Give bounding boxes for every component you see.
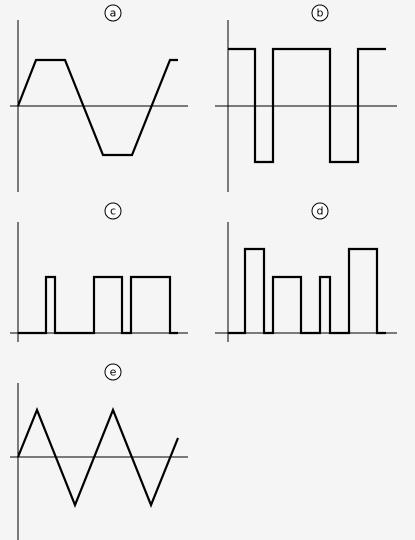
waveform	[228, 247, 386, 335]
label-circle	[104, 202, 122, 220]
panel-b: b	[215, 4, 397, 192]
label-circle	[311, 202, 329, 220]
waveform	[16, 58, 178, 157]
waveform	[18, 275, 178, 335]
label-circle	[311, 4, 329, 22]
waveform	[16, 407, 180, 508]
panel-label: e	[110, 366, 117, 379]
label-circle	[104, 4, 122, 22]
panel-d: d	[215, 202, 397, 342]
panel-e: e	[10, 363, 188, 540]
waveform	[228, 47, 386, 164]
panel-c: c	[10, 202, 188, 342]
panel-label: b	[317, 7, 324, 20]
panel-label: a	[110, 7, 117, 20]
label-circle	[104, 363, 122, 381]
panel-a: a	[10, 4, 188, 192]
panel-label: d	[317, 205, 324, 218]
panel-label: c	[110, 205, 116, 218]
